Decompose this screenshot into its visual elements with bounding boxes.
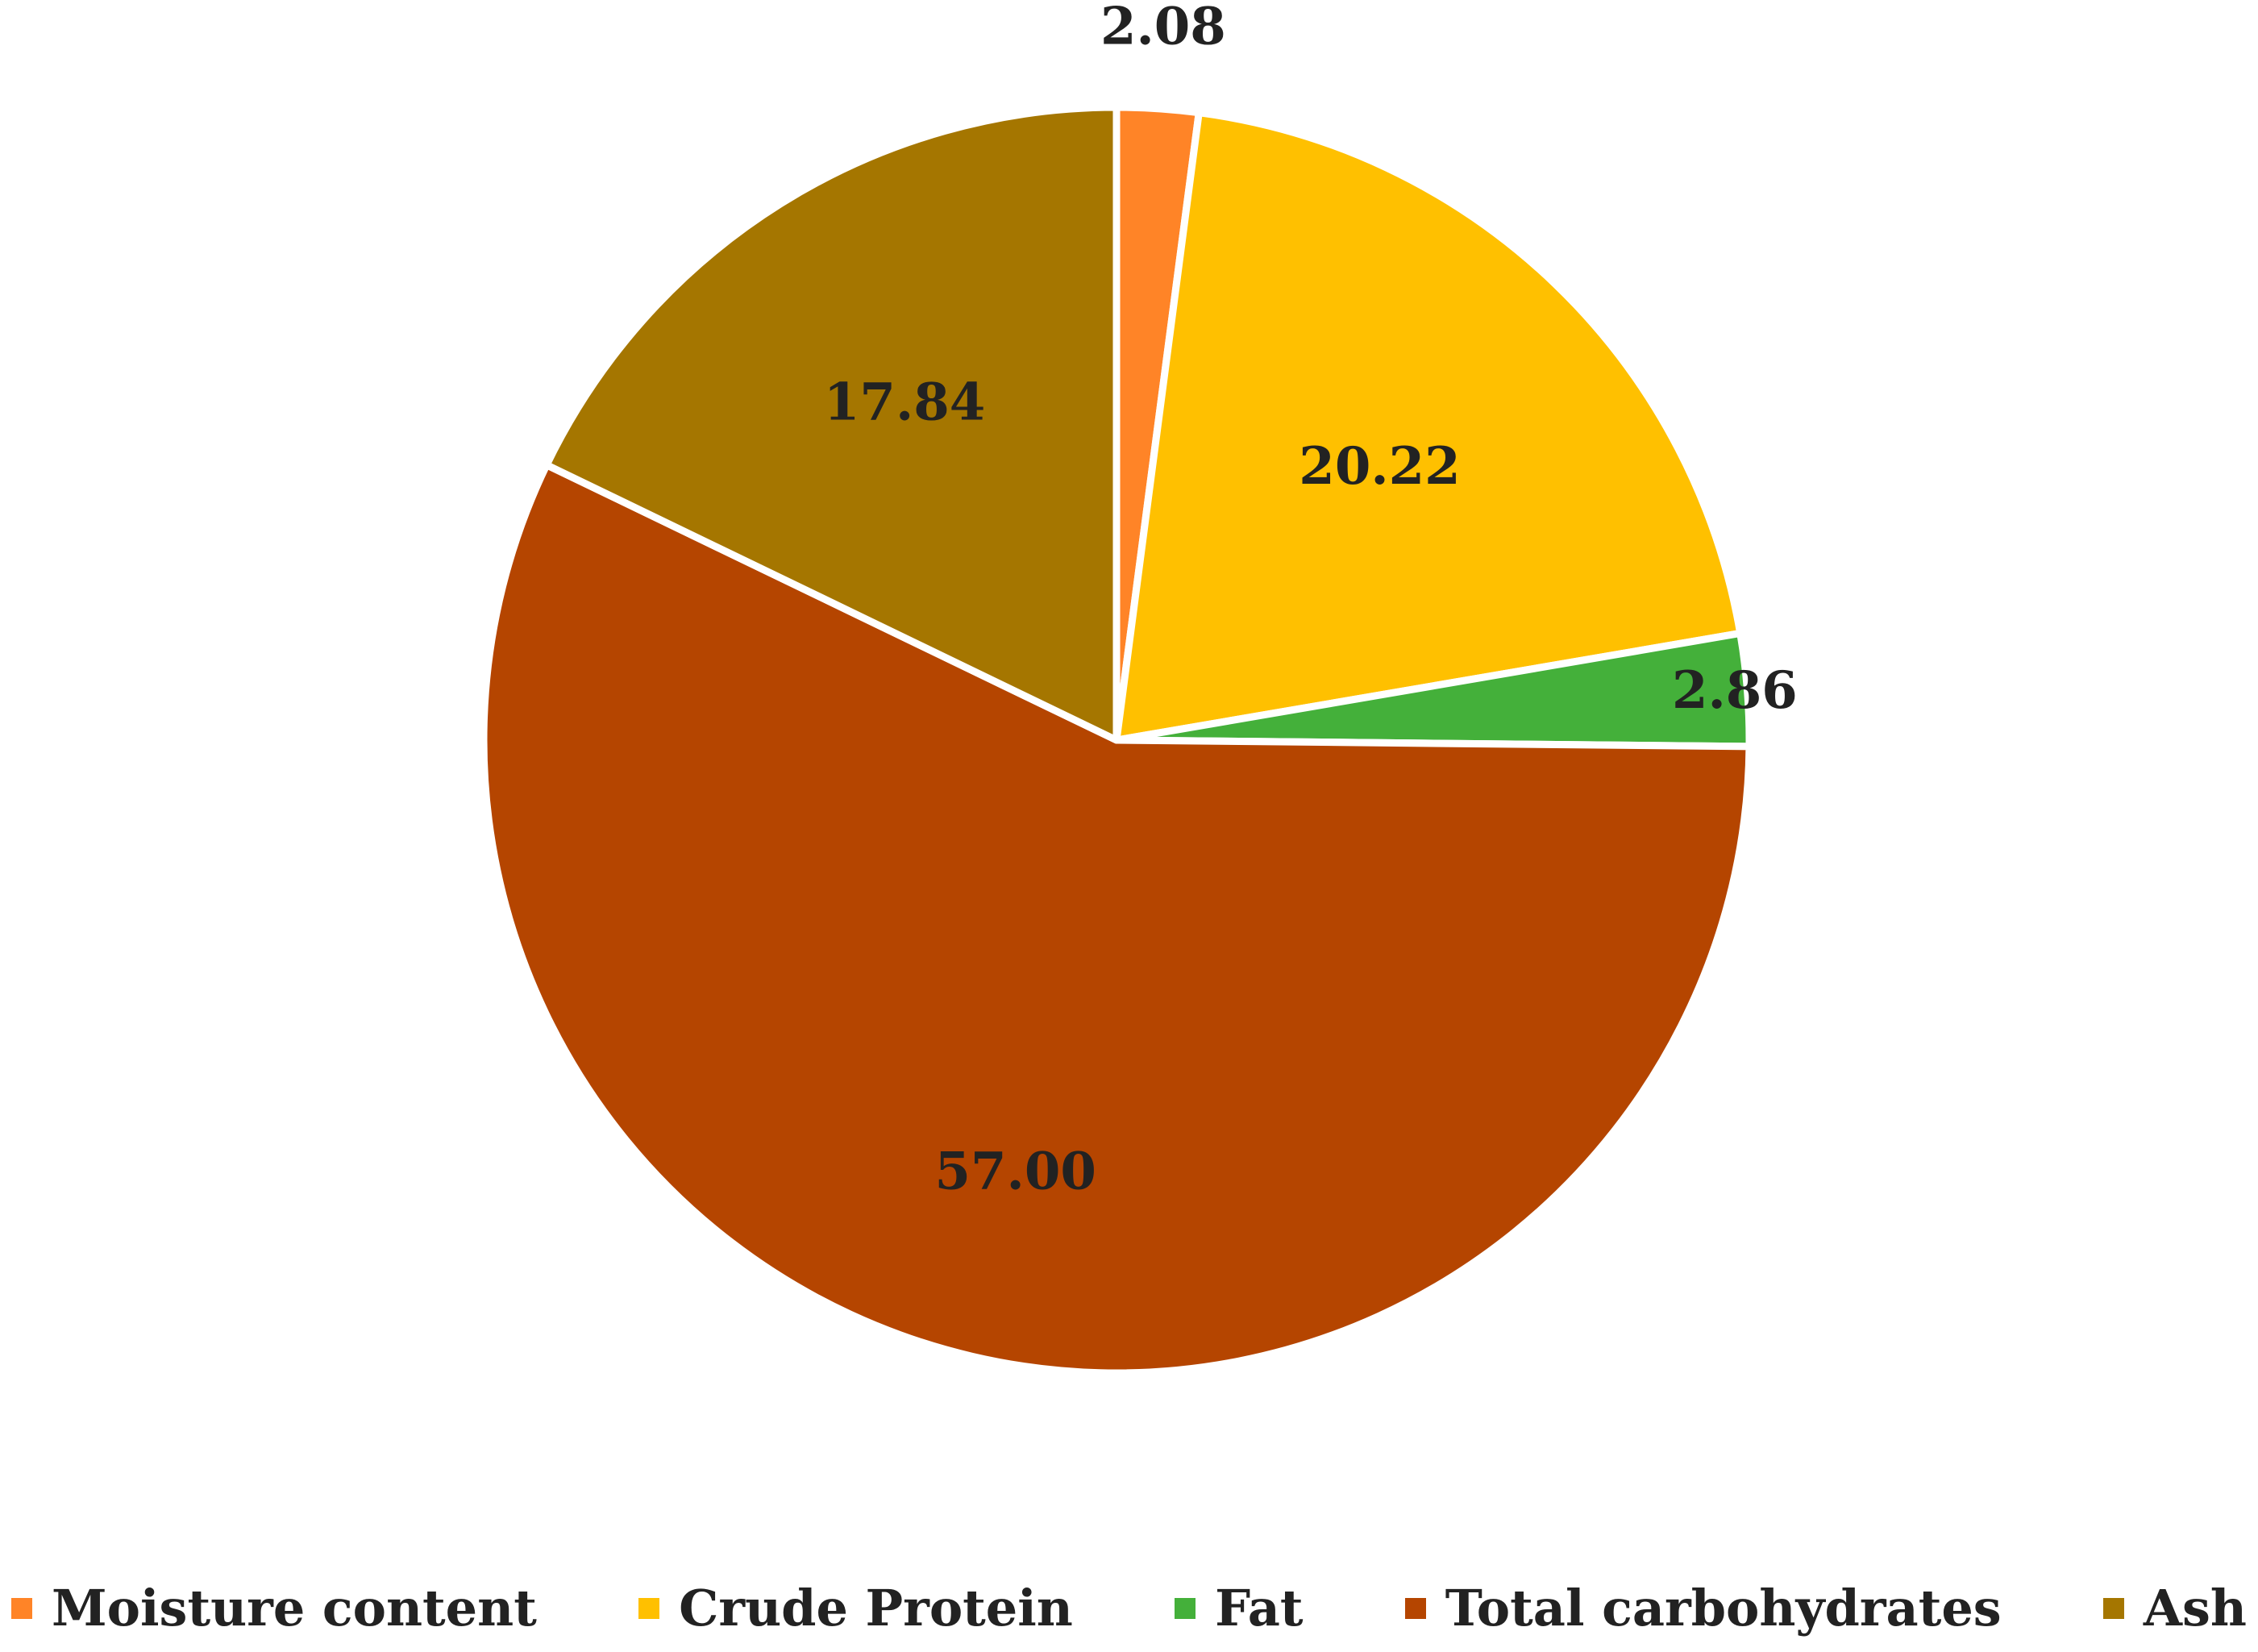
- data-label-ash: 17.84: [824, 372, 985, 433]
- legend-label-ash: Ash: [2143, 1579, 2247, 1637]
- legend-item-ash: Ash: [2102, 1579, 2247, 1637]
- legend-swatch-total-carbohydrates: [1404, 1598, 1426, 1619]
- data-label-moisture-content: 2.08: [1100, 0, 1226, 56]
- legend-item-moisture-content: Moisture content: [11, 1583, 537, 1633]
- pie-slices: [480, 103, 1753, 1377]
- data-label-total-carbohydrates: 57.00: [934, 1142, 1096, 1202]
- legend-label-crude-protein: Crude Protein: [679, 1579, 1073, 1637]
- legend-swatch-fat: [1175, 1598, 1196, 1619]
- pie-data-labels: 2.08 20.22 2.86 57.00 17.84: [824, 0, 1798, 1202]
- legend-label-moisture-content: Moisture content: [52, 1579, 537, 1637]
- legend-item-fat: Fat: [1175, 1579, 1304, 1637]
- pie-slice-ash: [543, 103, 1121, 744]
- data-label-fat: 2.86: [1672, 660, 1798, 721]
- data-label-crude-protein: 20.22: [1299, 436, 1460, 497]
- pie-slice-crude-protein: [1112, 109, 1744, 744]
- legend-item-crude-protein: Crude Protein: [638, 1583, 1073, 1633]
- legend-item-total-carbohydrates: Total carbohydrates: [1404, 1579, 2002, 1637]
- chart-legend: Moisture content Crude Protein Fat Total ca…: [0, 1580, 2258, 1637]
- legend-label-fat: Fat: [1215, 1579, 1304, 1637]
- legend-swatch-moisture-content: [11, 1598, 32, 1619]
- legend-swatch-ash: [2102, 1598, 2124, 1619]
- legend-label-total-carbohydrates: Total carbohydrates: [1445, 1579, 2002, 1637]
- pie-slice-total-carbohydrates: [480, 461, 1753, 1377]
- legend-swatch-crude-protein: [638, 1598, 660, 1619]
